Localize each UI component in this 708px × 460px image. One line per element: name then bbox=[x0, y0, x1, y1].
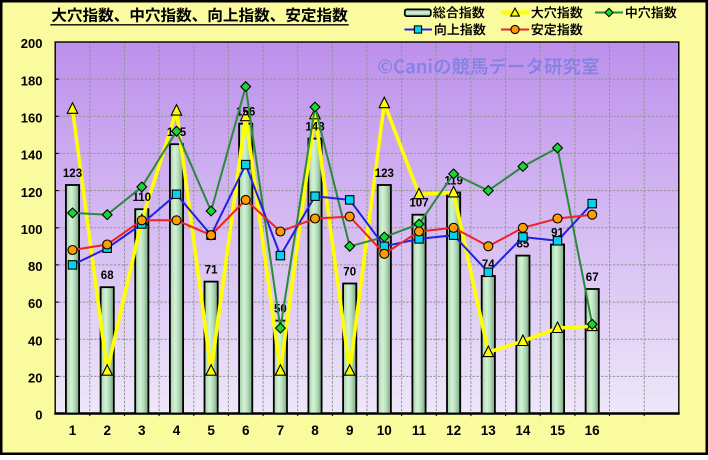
svg-text:160: 160 bbox=[21, 111, 43, 126]
svg-text:68: 68 bbox=[101, 270, 114, 282]
svg-text:107: 107 bbox=[409, 198, 428, 210]
svg-text:60: 60 bbox=[28, 296, 42, 311]
svg-text:67: 67 bbox=[586, 272, 599, 284]
svg-text:5: 5 bbox=[207, 423, 215, 438]
svg-text:20: 20 bbox=[28, 371, 42, 386]
svg-text:148: 148 bbox=[305, 121, 325, 133]
svg-text:100: 100 bbox=[21, 222, 43, 237]
svg-text:10: 10 bbox=[377, 423, 392, 438]
svg-text:2: 2 bbox=[103, 423, 111, 438]
svg-text:110: 110 bbox=[133, 192, 152, 204]
svg-text:7: 7 bbox=[277, 423, 285, 438]
svg-text:140: 140 bbox=[21, 148, 43, 163]
svg-text:180: 180 bbox=[21, 73, 43, 88]
svg-text:200: 200 bbox=[21, 36, 43, 51]
svg-text:119: 119 bbox=[444, 175, 463, 187]
svg-text:40: 40 bbox=[28, 333, 42, 348]
svg-text:11: 11 bbox=[412, 423, 427, 438]
svg-text:13: 13 bbox=[481, 423, 497, 438]
svg-text:8: 8 bbox=[311, 423, 319, 438]
svg-text:16: 16 bbox=[585, 423, 601, 438]
svg-text:80: 80 bbox=[28, 259, 42, 274]
svg-text:3: 3 bbox=[138, 423, 146, 438]
svg-text:12: 12 bbox=[446, 423, 461, 438]
svg-text:15: 15 bbox=[550, 423, 566, 438]
svg-text:123: 123 bbox=[63, 168, 82, 180]
svg-text:9: 9 bbox=[346, 423, 354, 438]
svg-text:14: 14 bbox=[515, 423, 531, 438]
svg-text:1: 1 bbox=[69, 423, 77, 438]
svg-text:71: 71 bbox=[205, 264, 218, 276]
svg-text:6: 6 bbox=[242, 423, 250, 438]
svg-text:0: 0 bbox=[35, 408, 42, 423]
svg-text:123: 123 bbox=[375, 168, 394, 180]
svg-text:120: 120 bbox=[21, 185, 43, 200]
svg-text:4: 4 bbox=[173, 423, 181, 438]
svg-text:70: 70 bbox=[343, 266, 356, 278]
